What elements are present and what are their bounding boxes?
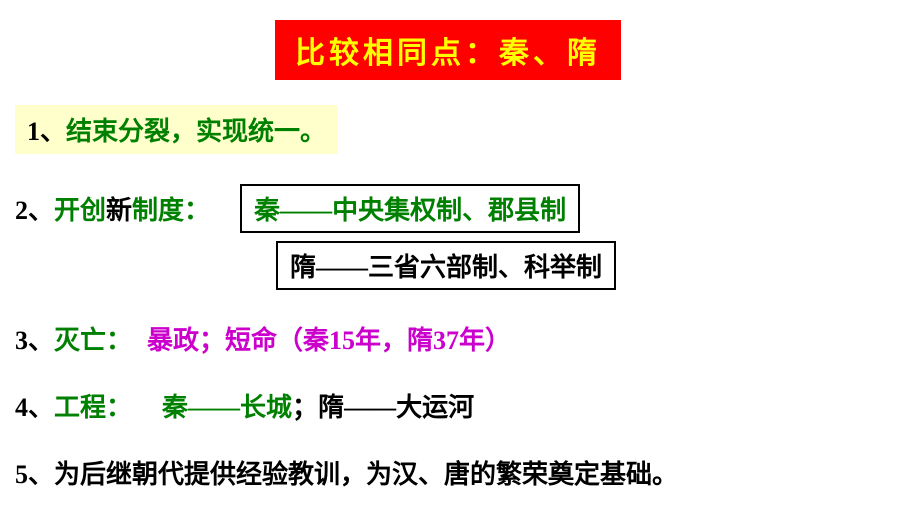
point-2-box2: 隋——三省六部制、科举制 [276, 241, 616, 290]
point-4: 4、工程： 秦——长城；隋——大运河 [15, 387, 905, 424]
point-3-detail: 暴政；短命（秦15年，隋37年） [147, 320, 511, 357]
point-1-num: 1、 [27, 117, 66, 146]
point-4-label: 4、工程： [15, 387, 132, 424]
point-1-text: 结束分裂，实现统一。 [66, 117, 326, 146]
point-4-num: 4、 [15, 393, 54, 422]
point-5-num: 5、 [15, 460, 54, 489]
point-1-box: 1、结束分裂，实现统一。 [15, 105, 338, 154]
point-4-label-text: 工程： [54, 393, 132, 422]
point-4-part1: 秦——长城 [162, 393, 292, 422]
point-2-num: 2、 [15, 196, 54, 225]
point-4-content: 秦——长城；隋——大运河 [162, 387, 474, 424]
title-box: 比较相同点：秦、隋 [275, 20, 621, 80]
point-2-label-p3: 制度： [132, 196, 210, 225]
point-4-semicolon: ； [292, 393, 318, 422]
point-4-part2: 隋——大运河 [318, 393, 474, 422]
title-text: 比较相同点：秦、隋 [295, 37, 601, 70]
point-3-label-text: 灭亡： [54, 326, 132, 355]
point-3-num: 3、 [15, 326, 54, 355]
point-2-label: 2、开创新制度： [15, 190, 210, 227]
point-1: 1、结束分裂，实现统一。 [27, 117, 326, 146]
point-3-label: 3、灭亡： [15, 320, 132, 357]
point-2-label-p1: 开创 [54, 196, 106, 225]
point-2-row1: 2、开创新制度： 秦——中央集权制、郡县制 [15, 184, 905, 233]
point-3: 3、灭亡： 暴政；短命（秦15年，隋37年） [15, 320, 905, 357]
point-5: 5、为后继朝代提供经验教训，为汉、唐的繁荣奠定基础。 [15, 454, 905, 491]
point-2-box1: 秦——中央集权制、郡县制 [240, 184, 580, 233]
point-2-label-p2: 新 [106, 196, 132, 225]
point-5-text: 为后继朝代提供经验教训，为汉、唐的繁荣奠定基础。 [54, 460, 678, 489]
point-2-row2: 隋——三省六部制、科举制 [276, 241, 905, 290]
